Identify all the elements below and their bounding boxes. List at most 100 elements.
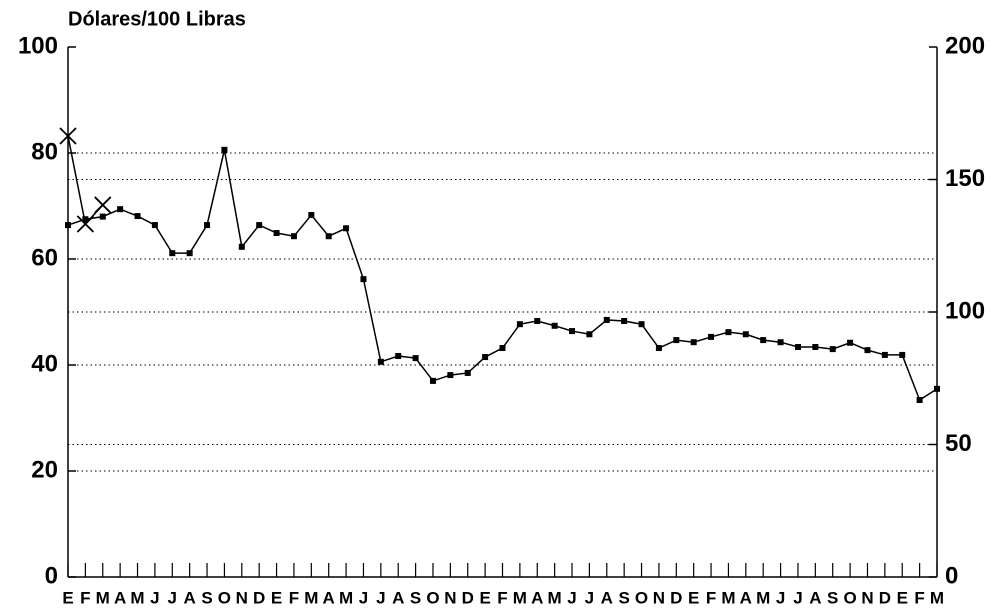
x-tick-label: E (271, 588, 282, 607)
x-tick-label: N (444, 588, 456, 607)
marker (134, 213, 141, 220)
x-tick-label: J (376, 588, 385, 607)
x-tick-label: F (706, 588, 716, 607)
x-tick-label: S (827, 588, 838, 607)
y2-tick-label: 100 (945, 297, 985, 324)
marker (65, 222, 71, 229)
marker (864, 347, 871, 354)
y-tick-label: 0 (45, 562, 58, 589)
marker (534, 318, 541, 325)
x-tick-label: M (721, 588, 735, 607)
marker (377, 358, 384, 365)
y-tick-label: 100 (18, 32, 58, 59)
marker (76, 215, 95, 233)
marker (94, 196, 112, 214)
marker (603, 316, 610, 323)
marker (360, 276, 367, 283)
marker (447, 372, 454, 379)
x-tick-label: M (548, 588, 562, 607)
x-tick-label: F (289, 588, 299, 607)
marker (899, 351, 906, 358)
x-tick-label: A (601, 588, 613, 607)
marker (59, 127, 77, 145)
x-tick-label: S (410, 588, 421, 607)
marker (516, 321, 523, 328)
marker (204, 222, 211, 229)
y2-tick-label: 200 (945, 32, 985, 59)
x-tick-label: M (513, 588, 527, 607)
x-tick-label: E (62, 588, 73, 607)
y-axis-label: Dólares/100 Libras (68, 8, 246, 30)
marker (290, 233, 297, 240)
x-tick-label: D (670, 588, 682, 607)
x-tick-label: M (96, 588, 110, 607)
x-tick-label: D (462, 588, 474, 607)
marker (169, 250, 176, 257)
marker (725, 329, 732, 336)
marker (673, 337, 680, 344)
x-tick-label: E (479, 588, 490, 607)
marker (586, 331, 593, 338)
marker (117, 206, 124, 213)
x-tick-label: D (879, 588, 891, 607)
x-tick-label: S (618, 588, 629, 607)
y-tick-label: 40 (31, 350, 58, 377)
x-tick-label: O (218, 588, 231, 607)
marker (99, 213, 106, 220)
marker (343, 225, 350, 232)
x-tick-label: J (793, 588, 802, 607)
marker (638, 321, 645, 328)
marker (934, 385, 940, 392)
marker (812, 343, 819, 350)
marker (569, 328, 576, 335)
marker (412, 355, 419, 362)
marker (760, 337, 767, 344)
line (67, 149, 938, 402)
x-tick-label: A (392, 588, 404, 607)
marker (621, 318, 628, 325)
marker (151, 222, 158, 229)
x-tick-label: O (843, 588, 856, 607)
x-tick-label: J (776, 588, 785, 607)
marker (82, 216, 89, 223)
x-tick-label: J (585, 588, 594, 607)
x-tick-label: M (339, 588, 353, 607)
marker (238, 243, 245, 250)
marker (325, 233, 332, 240)
marker (708, 333, 715, 340)
x-tick-label: E (897, 588, 908, 607)
x-tick-label: N (236, 588, 248, 607)
marker (742, 331, 749, 338)
x-tick-label: J (150, 588, 159, 607)
marker (482, 354, 489, 361)
x-tick-label: D (253, 588, 265, 607)
marker (395, 352, 402, 359)
marker (777, 339, 784, 346)
x-tick-label: M (304, 588, 318, 607)
x-tick-label: A (114, 588, 126, 607)
marker (916, 396, 923, 403)
x-tick-label: F (80, 588, 90, 607)
y2-tick-label: 0 (945, 562, 958, 589)
marker (429, 377, 436, 384)
x-tick-label: A (323, 588, 335, 607)
marker (499, 345, 506, 352)
marker (464, 369, 471, 376)
x-tick-label: A (809, 588, 821, 607)
x-tick-label: M (130, 588, 144, 607)
x-tick-label: F (497, 588, 507, 607)
x-tick-label: M (930, 588, 944, 607)
x-tick-label: J (359, 588, 368, 607)
x-tick-label: E (688, 588, 699, 607)
marker (794, 343, 801, 350)
marker (690, 339, 697, 346)
x-tick-label: A (184, 588, 196, 607)
x-tick-label: N (861, 588, 873, 607)
x-tick-label: A (531, 588, 543, 607)
marker (881, 351, 888, 358)
x-tick-label: S (201, 588, 212, 607)
y2-tick-label: 150 (945, 165, 985, 192)
y-tick-label: 60 (31, 244, 58, 271)
marker (655, 345, 662, 352)
